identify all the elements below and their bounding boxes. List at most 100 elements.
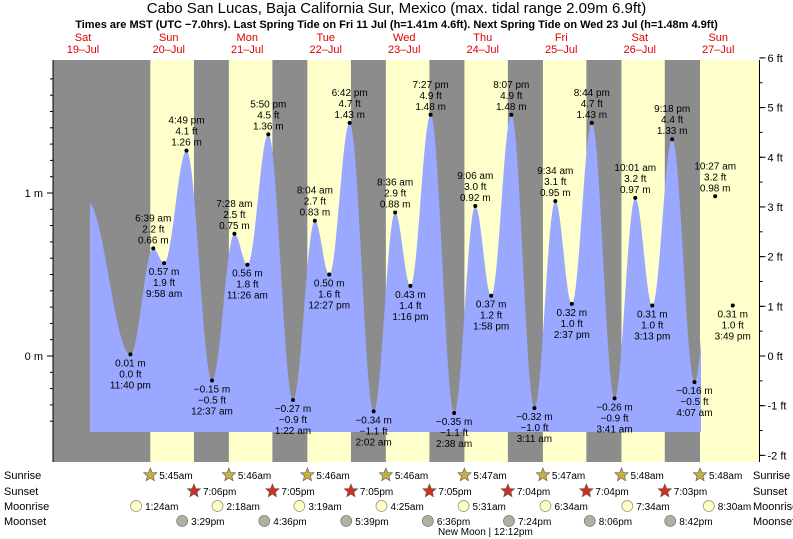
tide-time-label: 9:34 am [537, 166, 573, 177]
sunrise-icon [299, 467, 315, 482]
day-date: 25–Jul [545, 44, 577, 56]
tide-ft-label: 1.8 ft [236, 280, 258, 291]
tide-m-label: 0.92 m [460, 193, 491, 204]
sunset-icon [422, 483, 437, 498]
day-name: Wed [393, 32, 415, 44]
tide-extreme-dot [489, 293, 494, 298]
tide-m-label: 0.66 m [138, 235, 169, 246]
tide-extreme-dot [312, 218, 317, 223]
right-axis-tick-label: -2 ft [768, 450, 787, 462]
tide-m-label: −0.32 m [516, 412, 552, 423]
tide-m-label: 1.48 m [415, 102, 446, 113]
tide-time-label: 3:11 am [517, 434, 552, 445]
tide-m-label: 1.43 m [334, 110, 365, 121]
tide-time-label: 7:27 pm [413, 80, 449, 91]
tide-ft-label: 1.0 ft [561, 319, 583, 330]
right-axis-tick-label: 0 ft [768, 351, 783, 363]
tide-ft-label: −0.5 ft [680, 397, 708, 408]
moonrise-time: 4:25am [390, 502, 423, 513]
tide-m-label: −0.34 m [355, 415, 391, 426]
tide-time-label: 8:07 pm [493, 80, 529, 91]
day-date: 24–Jul [467, 44, 499, 56]
tide-ft-label: 2.7 ft [304, 197, 326, 208]
right-axis-tick-label: -1 ft [768, 401, 787, 413]
sunset-icon [343, 483, 359, 498]
day-name: Tue [316, 32, 335, 44]
tide-time-label: 4:49 pm [168, 116, 204, 127]
tide-time-label: 2:02 am [356, 437, 392, 448]
day-date: 20–Jul [153, 44, 185, 56]
day-name: Sat [631, 32, 648, 44]
tide-ft-label: 1.2 ft [480, 311, 502, 322]
tide-m-label: −0.27 m [275, 404, 311, 415]
tide-extreme-dot [290, 398, 295, 403]
day-name: Sun [708, 32, 728, 44]
tide-time-label: 9:18 pm [654, 104, 690, 115]
day-name: Mon [237, 32, 258, 44]
tide-ft-label: −1.1 ft [440, 428, 468, 439]
sunset-icon [578, 483, 594, 498]
tide-m-label: 0.83 m [300, 208, 331, 219]
moonrise-time: 3:19am [308, 502, 341, 513]
tide-ft-label: 2.2 ft [142, 224, 164, 235]
tide-extreme-dot [650, 303, 655, 308]
tide-extreme-dot [730, 303, 735, 308]
sunrise-icon [221, 467, 237, 482]
right-axis-tick-label: 6 ft [768, 53, 783, 65]
tide-time-label: 12:37 am [191, 406, 233, 417]
day-name: Fri [555, 32, 568, 44]
moonset-icon [176, 515, 188, 527]
day-date: 22–Jul [310, 44, 342, 56]
tide-extreme-dot [569, 301, 574, 306]
day-name: Thu [473, 32, 492, 44]
right-axis-tick-label: 4 ft [768, 152, 783, 164]
tide-time-label: 9:06 am [457, 171, 493, 182]
left-axis-tick-label: 0 m [25, 351, 43, 363]
sunset-icon [186, 483, 202, 498]
tide-time-label: 7:28 am [216, 199, 252, 210]
tide-extreme-dot [692, 380, 697, 385]
moonrise-time: 2:18am [227, 502, 260, 513]
sunrise-icon [692, 467, 708, 482]
tide-ft-label: −1.1 ft [360, 426, 388, 437]
tide-m-label: −0.16 m [676, 386, 712, 397]
sunset-icon [657, 483, 673, 498]
tide-m-label: 1.43 m [577, 110, 608, 121]
sunset-icon [265, 483, 280, 498]
tide-ft-label: 4.4 ft [661, 115, 683, 126]
moonset-time: 6:36pm [437, 517, 470, 528]
sunrise-icon [378, 467, 394, 482]
sunset-time: 7:05pm [438, 487, 471, 498]
tide-ft-label: 4.9 ft [500, 91, 522, 102]
tide-extreme-dot [553, 199, 558, 204]
tide-ft-label: −0.9 ft [279, 415, 307, 426]
tide-ft-label: 2.9 ft [384, 189, 406, 200]
tide-ft-label: 1.6 ft [318, 290, 340, 301]
day-date: 23–Jul [388, 44, 420, 56]
tide-extreme-dot [210, 378, 215, 383]
moonset-time: 5:39pm [355, 517, 388, 528]
tide-ft-label: 4.1 ft [175, 127, 197, 138]
tide-time-label: 10:27 am [694, 161, 736, 172]
tide-m-label: −0.26 m [596, 402, 632, 413]
tide-time-label: 5:50 pm [250, 99, 286, 110]
tide-m-label: −0.15 m [194, 384, 230, 395]
right-axis-tick-label: 5 ft [768, 103, 783, 115]
tide-m-label: 0.31 m [717, 309, 748, 320]
moonrise-icon [130, 500, 142, 512]
right-axis-tick-label: 2 ft [768, 252, 783, 264]
sunrise-icon [142, 467, 158, 482]
moonset-time: 7:24pm [518, 517, 551, 528]
tide-time-label: 11:40 pm [110, 380, 151, 391]
right-axis-tick-label: 3 ft [768, 202, 783, 214]
sunrise-time: 5:46am [238, 471, 271, 482]
day-name: Sat [75, 32, 92, 44]
tide-m-label: 0.98 m [700, 183, 731, 194]
tide-time-label: 10:01 am [614, 163, 656, 174]
tide-m-label: 1.33 m [657, 126, 688, 137]
tide-time-label: 8:44 pm [574, 88, 610, 99]
moonrise-time: 1:24am [145, 502, 178, 513]
tide-m-label: 1.48 m [496, 102, 527, 113]
moonrise-icon [457, 500, 470, 512]
